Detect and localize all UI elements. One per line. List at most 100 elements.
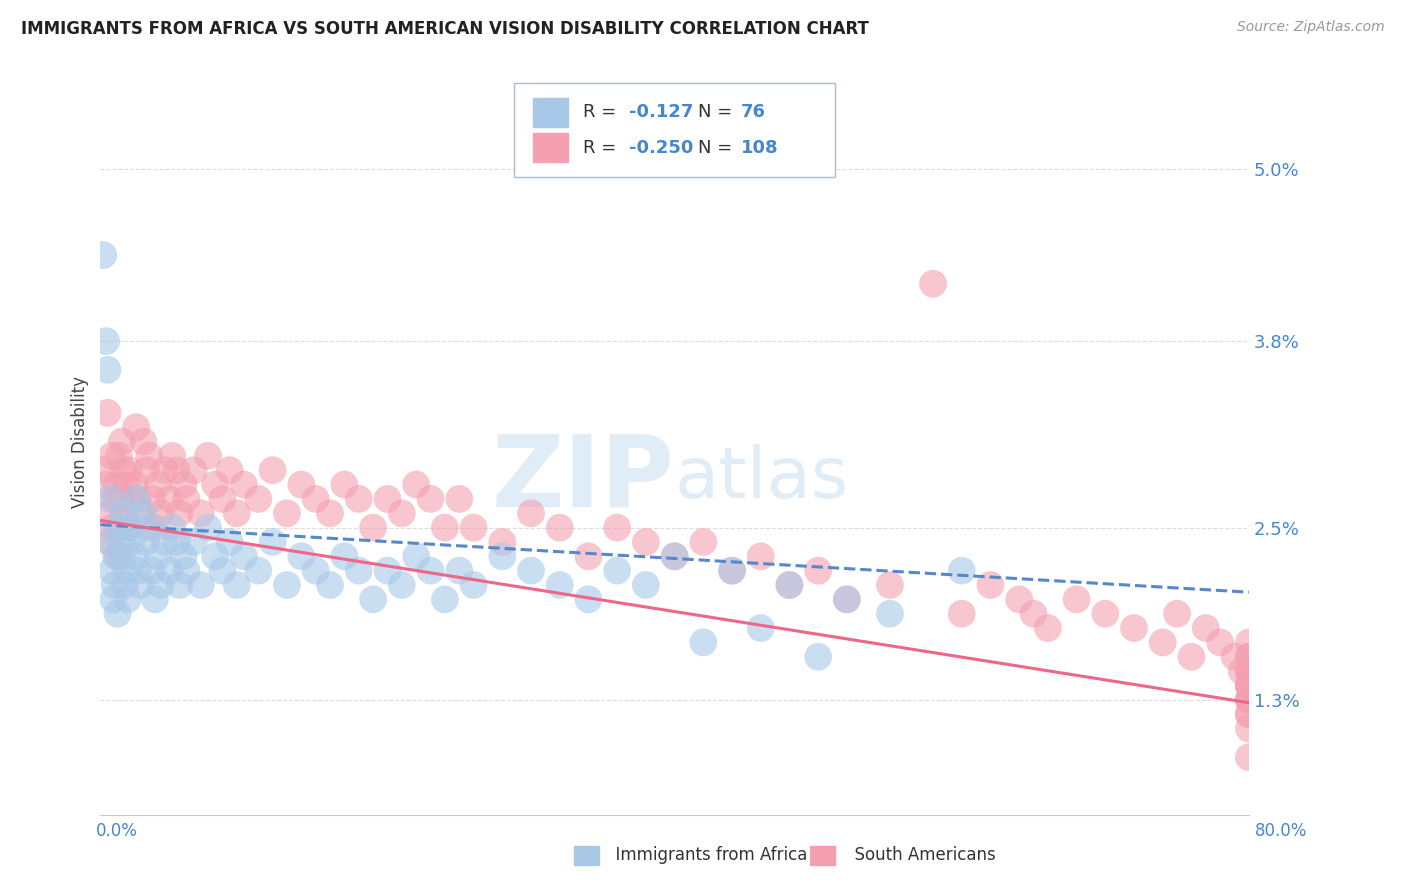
Point bbox=[165, 535, 187, 549]
Point bbox=[112, 463, 135, 477]
Point bbox=[449, 491, 471, 506]
Point bbox=[950, 564, 973, 578]
Point bbox=[262, 535, 284, 549]
Text: atlas: atlas bbox=[675, 444, 849, 513]
Point bbox=[361, 592, 384, 607]
Point bbox=[749, 621, 772, 635]
Point bbox=[433, 521, 456, 535]
Point bbox=[922, 277, 945, 291]
Point bbox=[692, 635, 714, 649]
Point bbox=[105, 549, 128, 564]
Point bbox=[165, 463, 187, 477]
Text: 80.0%: 80.0% bbox=[1256, 822, 1308, 840]
Point bbox=[305, 564, 328, 578]
Point bbox=[146, 477, 169, 491]
Point bbox=[548, 521, 571, 535]
Point bbox=[1237, 649, 1260, 664]
Point bbox=[127, 491, 149, 506]
Point bbox=[879, 578, 901, 592]
Point bbox=[124, 477, 146, 491]
Point bbox=[105, 477, 128, 491]
Point bbox=[146, 549, 169, 564]
Point bbox=[143, 592, 166, 607]
Point bbox=[153, 535, 176, 549]
Point bbox=[100, 491, 122, 506]
Point bbox=[135, 535, 157, 549]
Point bbox=[634, 578, 657, 592]
Point bbox=[305, 491, 328, 506]
Point bbox=[463, 521, 485, 535]
Point bbox=[132, 434, 155, 449]
Point bbox=[135, 463, 157, 477]
Point bbox=[149, 506, 172, 520]
Point bbox=[1094, 607, 1116, 621]
Text: N =: N = bbox=[697, 103, 738, 120]
Point bbox=[463, 578, 485, 592]
Point bbox=[169, 578, 191, 592]
Point bbox=[1237, 750, 1260, 764]
Point bbox=[141, 564, 163, 578]
Point bbox=[125, 491, 148, 506]
Point bbox=[1237, 635, 1260, 649]
Point bbox=[204, 549, 226, 564]
Text: -0.250: -0.250 bbox=[628, 139, 693, 157]
Point bbox=[347, 564, 370, 578]
Point bbox=[520, 506, 543, 520]
Point bbox=[143, 521, 166, 535]
Point bbox=[1237, 664, 1260, 678]
Point bbox=[129, 506, 152, 520]
Point bbox=[1180, 649, 1202, 664]
Point bbox=[176, 564, 198, 578]
Point bbox=[118, 521, 141, 535]
Point bbox=[1230, 664, 1253, 678]
Point bbox=[606, 564, 628, 578]
Point bbox=[118, 463, 141, 477]
Point bbox=[749, 549, 772, 564]
Text: Immigrants from Africa: Immigrants from Africa bbox=[605, 846, 807, 863]
Point bbox=[1195, 621, 1218, 635]
Point bbox=[101, 564, 124, 578]
Point bbox=[232, 549, 254, 564]
Text: R =: R = bbox=[582, 139, 621, 157]
Point bbox=[124, 549, 146, 564]
Point bbox=[114, 578, 136, 592]
Text: South Americans: South Americans bbox=[844, 846, 995, 863]
Point bbox=[91, 463, 114, 477]
Point bbox=[176, 491, 198, 506]
Point bbox=[115, 477, 138, 491]
Point bbox=[98, 535, 121, 549]
Point bbox=[1152, 635, 1174, 649]
Point bbox=[1166, 607, 1188, 621]
Point bbox=[247, 564, 270, 578]
Point bbox=[149, 578, 172, 592]
Point bbox=[1237, 693, 1260, 707]
Point bbox=[405, 549, 427, 564]
Point bbox=[111, 549, 134, 564]
Point bbox=[879, 607, 901, 621]
Point bbox=[778, 578, 800, 592]
Point bbox=[405, 477, 427, 491]
Text: 0.0%: 0.0% bbox=[96, 822, 138, 840]
Point bbox=[104, 491, 127, 506]
Point bbox=[93, 477, 115, 491]
Point bbox=[1123, 621, 1146, 635]
Point bbox=[1237, 707, 1260, 722]
Point bbox=[112, 506, 135, 520]
Point bbox=[578, 549, 600, 564]
Point bbox=[391, 506, 413, 520]
Point bbox=[100, 535, 122, 549]
Point bbox=[391, 578, 413, 592]
Point bbox=[108, 449, 131, 463]
Point bbox=[127, 564, 149, 578]
Point bbox=[1237, 722, 1260, 736]
Point bbox=[157, 491, 180, 506]
Point bbox=[129, 578, 152, 592]
Point bbox=[578, 592, 600, 607]
Point bbox=[160, 449, 183, 463]
Point bbox=[110, 535, 132, 549]
Point bbox=[807, 564, 830, 578]
Point bbox=[1237, 693, 1260, 707]
Point bbox=[107, 607, 129, 621]
Point bbox=[157, 564, 180, 578]
Point bbox=[1237, 707, 1260, 722]
